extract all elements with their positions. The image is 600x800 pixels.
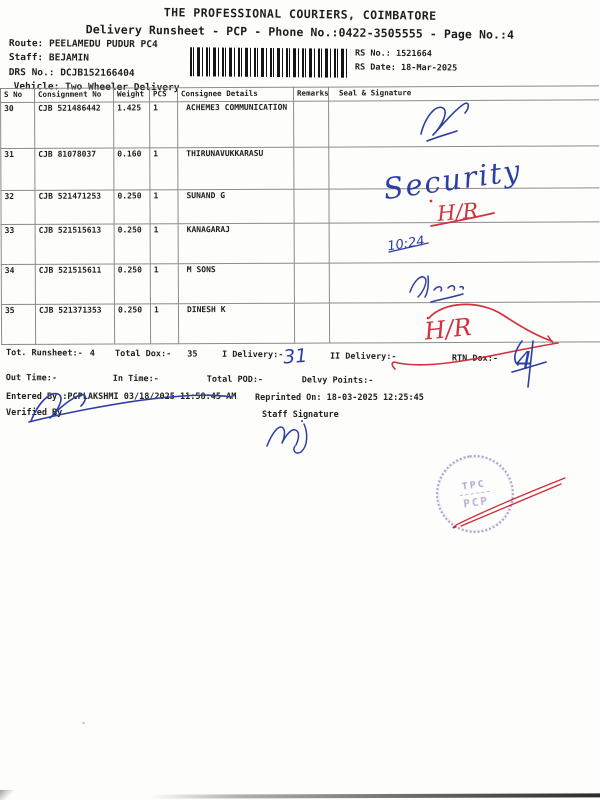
cell-pcs: 1 — [150, 223, 179, 264]
rtn-dox: RTN Dox:- — [452, 354, 498, 364]
total-pod-label: Total POD:- — [206, 374, 264, 386]
cell-sno: 32 — [0, 190, 36, 225]
cell-consignment: CJB 521471253 — [34, 190, 115, 225]
cell-remarks — [293, 147, 329, 190]
cell-consignee: THIRUNAVUKKARASU — [177, 147, 294, 190]
total-pod: Total POD:- — [207, 375, 263, 385]
cell-weight: 0.250 — [114, 223, 151, 265]
entered-by-value: :PCPLAKSHMI 03/18/2025 11:58:45 AM — [62, 392, 237, 402]
reprinted-label: Reprinted On: — [255, 393, 322, 403]
i-delivery: I Delivery:- — [222, 350, 283, 360]
scan-bottom-edge — [149, 793, 600, 799]
ii-delivery-label: II Delivery:- — [329, 351, 397, 363]
courier-stamp: TPC PCP — [430, 449, 520, 539]
cell-weight: 0.160 — [113, 147, 150, 191]
cell-remarks — [294, 223, 330, 264]
table-row: 31 CJB 81078037 0.160 1 THIRUNAVUKKARASU — [0, 145, 600, 191]
cell-weight: 0.250 — [114, 263, 151, 305]
cell-pcs: 1 — [150, 303, 179, 344]
tot-runsheet-label: Tot. Runsheet:- — [5, 348, 83, 359]
cell-seal — [329, 301, 600, 344]
svg-text:4: 4 — [516, 346, 532, 375]
verified-by-label: Verified By — [6, 408, 63, 418]
reprinted-value: 18-03-2025 12:25:45 — [326, 393, 424, 403]
scan-corner-mark — [0, 790, 14, 800]
delvy-points: Delvy Points:- — [302, 375, 374, 386]
consignment-table: S No Consignment No Weight PCS Consignee… — [0, 85, 600, 345]
cell-remarks — [294, 303, 330, 344]
cell-seal — [329, 221, 600, 264]
cell-sno: 31 — [0, 148, 35, 191]
cell-pcs: 1 — [150, 263, 179, 304]
table-row: 32 CJB 521471253 0.250 1 SUNAND G — [0, 187, 600, 225]
cell-weight: 0.250 — [113, 189, 151, 225]
out-time: Out Time:- — [6, 373, 57, 383]
cell-seal — [328, 145, 600, 190]
total-dox-value: 35 — [187, 349, 198, 360]
entered-by-line: Entered By :PCPLAKSHMI 03/18/2025 11:58:… — [6, 392, 236, 402]
stamp-line2: PCP — [462, 493, 490, 511]
tot-runsheet-value: 4 — [89, 348, 95, 359]
reprinted-line: Reprinted On: 18-03-2025 12:25:45 — [255, 393, 424, 403]
i-delivery-label: I Delivery:- — [221, 349, 284, 361]
tot-runsheet: Tot. Runsheet:- 4 — [6, 348, 95, 359]
ii-delivery: II Delivery:- — [330, 352, 397, 363]
cell-consignee: KANAGARAJ — [178, 223, 295, 264]
entered-by-label: Entered By — [6, 392, 58, 402]
rtn-dox-handwritten-value: 4 — [511, 340, 547, 388]
cell-consignee: M SONS — [178, 263, 295, 304]
cell-consignment: CJB 521515613 — [35, 224, 115, 265]
out-time-label: Out Time:- — [5, 373, 58, 384]
table-row: 33 CJB 521515613 0.250 1 KANAGARAJ — [1, 221, 600, 265]
delvy-points-label: Delvy Points:- — [301, 375, 374, 386]
cell-sno: 33 — [1, 224, 36, 265]
cell-consignee: SUNAND G — [177, 189, 295, 224]
cell-remarks — [293, 189, 330, 224]
staff-signature — [266, 420, 308, 454]
cell-pcs: 1 — [149, 189, 179, 224]
cell-remarks — [294, 263, 330, 304]
totals-section: Tot. Runsheet:- 4 Total Dox:- 35 I Deliver… — [2, 0, 600, 386]
total-dox: Total Dox:- 35 — [115, 349, 198, 360]
cell-sno: 34 — [1, 264, 36, 305]
table-row: 35 CJB 521371353 0.250 1 DINESH K — [1, 301, 600, 345]
cell-consignment: CJB 521371353 — [35, 304, 115, 345]
i-delivery-handwritten-value: 31 — [282, 345, 308, 369]
in-time: In Time:- — [113, 374, 159, 384]
cell-seal — [329, 261, 600, 304]
scan-speck — [82, 722, 85, 724]
cell-consignment: CJB 81078037 — [34, 148, 114, 191]
cell-weight: 0.250 — [114, 303, 151, 345]
staff-signature-label: Staff Signature — [262, 410, 339, 420]
stamp-line1: TPC — [461, 477, 487, 493]
rtn-dox-label: RTN Dox:- — [451, 353, 499, 364]
in-time-label: In Time:- — [112, 373, 159, 385]
cell-consignment: CJB 521515611 — [35, 264, 115, 305]
cell-consignee: DINESH K — [178, 303, 295, 344]
table-row: 34 CJB 521515611 0.250 1 M SONS — [1, 261, 600, 305]
cell-seal — [328, 187, 600, 224]
total-dox-label: Total Dox:- — [114, 348, 172, 360]
cell-sno: 35 — [1, 304, 36, 345]
cell-pcs: 1 — [149, 147, 178, 190]
